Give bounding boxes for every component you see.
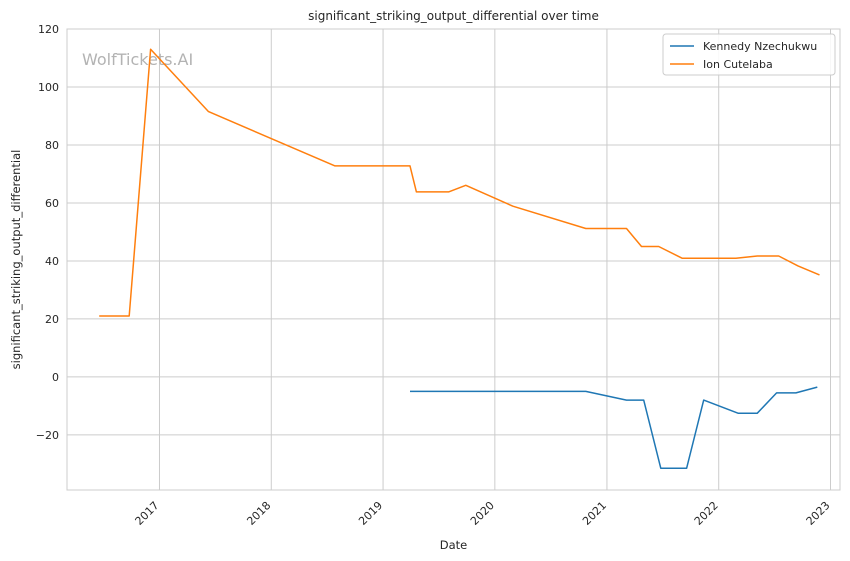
y-tick-label: 40 (45, 255, 59, 268)
plot-frame (66, 28, 841, 491)
y-tick-label: 120 (38, 23, 59, 36)
legend: Kennedy Nzechukwu Ion Cutelaba (662, 33, 836, 76)
y-tick-label: 0 (52, 371, 59, 384)
y-axis-ticks: −20 0 20 40 60 80 100 120 (36, 23, 59, 442)
chart-title: significant_striking_output_differential… (308, 9, 599, 23)
legend-label: Kennedy Nzechukwu (703, 40, 817, 53)
series-line-1 (99, 48, 820, 317)
legend-box (662, 33, 836, 76)
legend-label: Ion Cutelaba (703, 58, 773, 71)
y-tick-label: 60 (45, 197, 59, 210)
series-layer (99, 48, 820, 470)
grid (67, 28, 840, 490)
series-line-0 (410, 386, 818, 470)
y-tick-label: 100 (38, 81, 59, 94)
y-tick-label: 20 (45, 313, 59, 326)
watermark: WolfTickets.AI (82, 50, 193, 69)
y-tick-label: −20 (36, 429, 59, 442)
y-tick-label: 80 (45, 139, 59, 152)
x-axis-title: Date (440, 538, 468, 552)
y-axis-title: significant_striking_output_differential (9, 150, 23, 370)
